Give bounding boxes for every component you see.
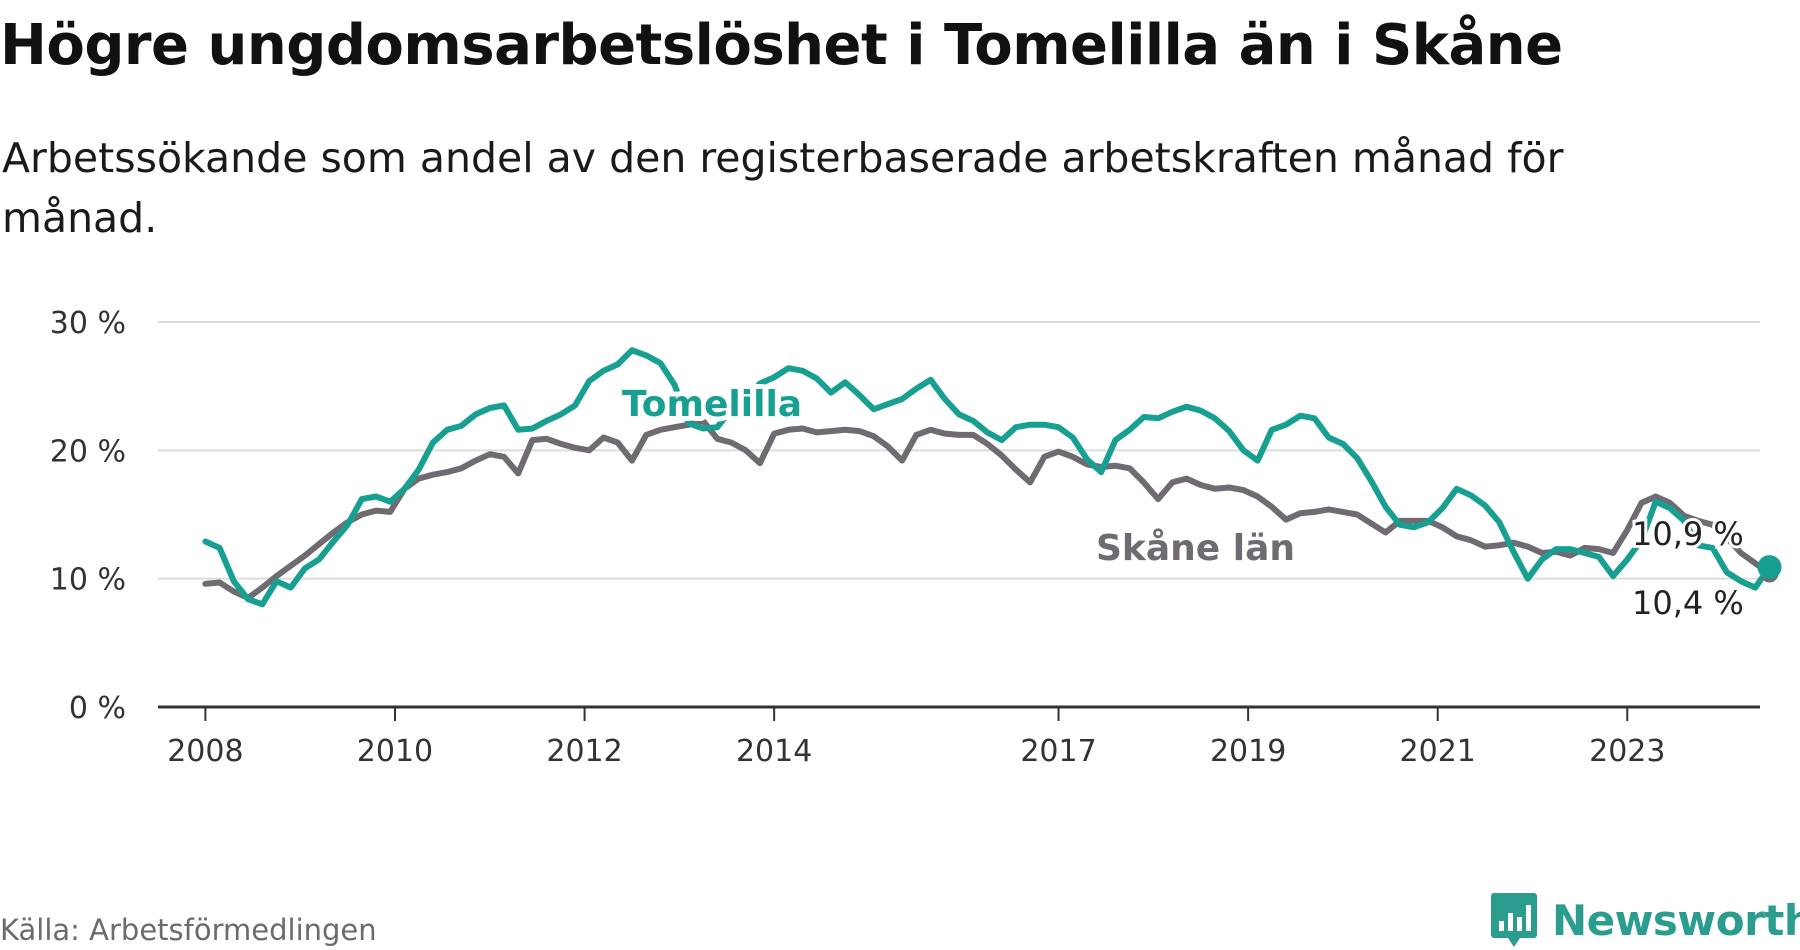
- brand-name: Newsworthy: [1552, 895, 1800, 945]
- source-note: Källa: Arbetsförmedlingen: [0, 913, 377, 947]
- end-label-skane: 10,4 %: [1632, 584, 1744, 622]
- y-tick-label: 10 %: [50, 563, 126, 598]
- x-tick-label: 2023: [1589, 734, 1665, 769]
- x-tick-label: 2017: [1020, 734, 1096, 769]
- y-tick-label: 30 %: [50, 306, 126, 341]
- x-tick-label: 2021: [1400, 734, 1476, 769]
- x-tick-label: 2012: [546, 734, 622, 769]
- end-label-tomelilla: 10,9 %: [1632, 515, 1744, 553]
- series-lines: [202, 347, 1782, 608]
- x-tick-label: 2008: [167, 734, 243, 769]
- end-marker-tomelilla: [1757, 555, 1782, 580]
- chart-title: Högre ungdomsarbetslöshet i Tomelilla än…: [0, 13, 1563, 78]
- y-tick-label: 20 %: [50, 434, 126, 469]
- gridlines: [158, 321, 1760, 580]
- x-tick-label: 2019: [1210, 734, 1286, 769]
- x-tick-label: 2010: [357, 734, 433, 769]
- series-labels: Tomelilla Skåne län 10,9 % 10,4 %: [617, 379, 1747, 625]
- brand-logo[interactable]: Newsworthy: [1490, 890, 1800, 950]
- y-tick-label: 0 %: [69, 691, 126, 726]
- chart-subtitle: Arbetssökande som andel av den registerb…: [2, 134, 1564, 242]
- x-axis: 2008 2010 2012 2014 2017 2019 2021 2023: [158, 705, 1760, 769]
- series-line-tomelilla: [202, 347, 1773, 608]
- series-label-skane: Skåne län: [1096, 528, 1295, 569]
- x-tick-label: 2014: [736, 734, 812, 769]
- newsworthy-logo-icon: [1491, 893, 1537, 947]
- y-axis: 0 % 10 % 20 % 30 %: [50, 306, 126, 726]
- series-label-tomelilla: Tomelilla: [622, 384, 802, 425]
